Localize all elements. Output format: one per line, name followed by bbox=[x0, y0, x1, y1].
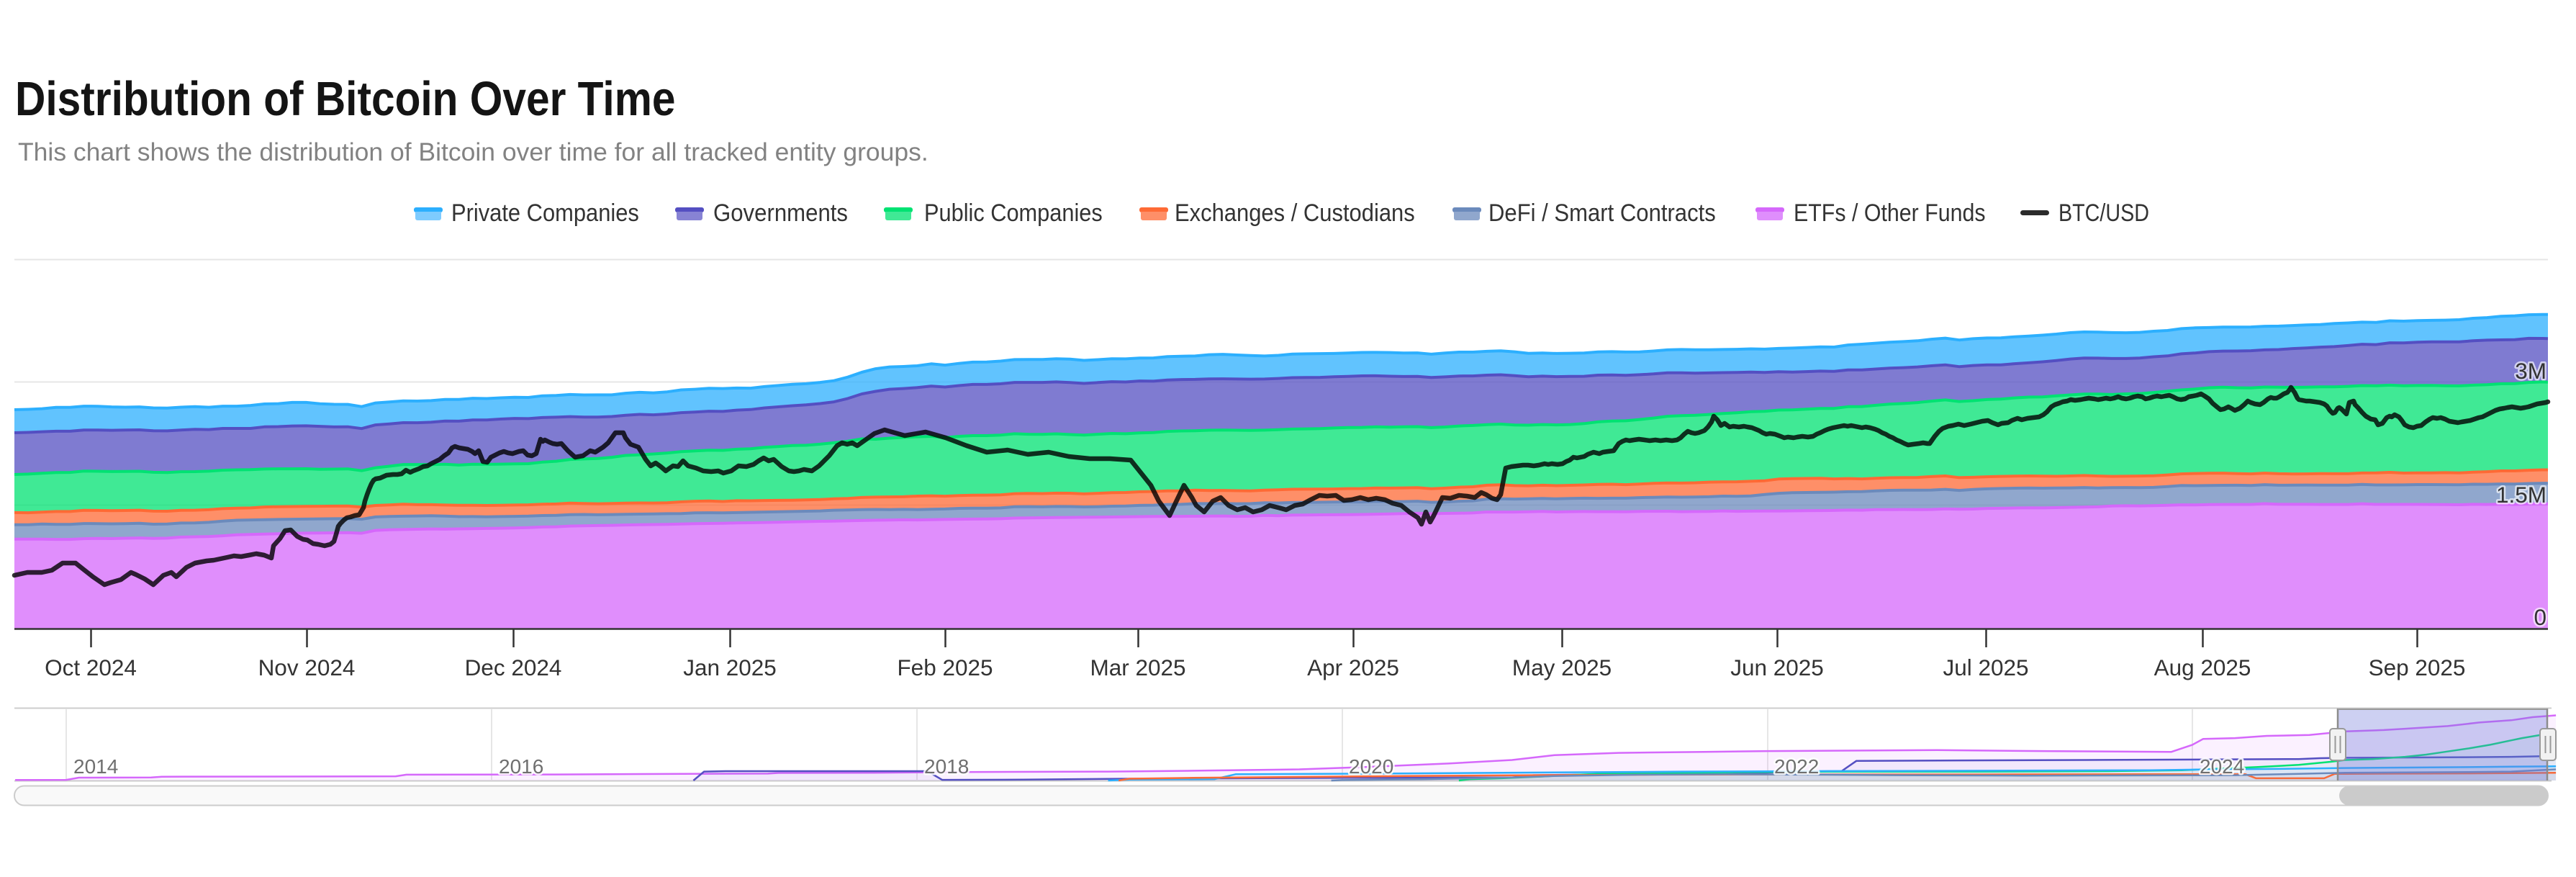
svg-text:Feb 2025: Feb 2025 bbox=[897, 655, 993, 680]
svg-text:0: 0 bbox=[2534, 604, 2546, 630]
svg-text:Jan 2025: Jan 2025 bbox=[683, 655, 777, 680]
svg-text:2014: 2014 bbox=[73, 755, 118, 778]
svg-text:May 2025: May 2025 bbox=[1512, 655, 1612, 680]
svg-text:Jun 2025: Jun 2025 bbox=[1730, 655, 1824, 680]
svg-text:Nov 2024: Nov 2024 bbox=[258, 655, 356, 680]
svg-text:1.5M: 1.5M bbox=[2496, 482, 2546, 508]
svg-text:2024: 2024 bbox=[2200, 755, 2244, 778]
svg-text:Apr 2025: Apr 2025 bbox=[1307, 655, 1399, 680]
svg-text:2022: 2022 bbox=[1774, 755, 1819, 778]
svg-text:2020: 2020 bbox=[1349, 755, 1393, 778]
svg-text:Jul 2025: Jul 2025 bbox=[1943, 655, 2028, 680]
svg-text:Oct 2024: Oct 2024 bbox=[45, 655, 137, 680]
svg-text:Dec 2024: Dec 2024 bbox=[465, 655, 562, 680]
svg-text:3M: 3M bbox=[2515, 358, 2546, 384]
svg-text:2018: 2018 bbox=[924, 755, 969, 778]
svg-text:Sep 2025: Sep 2025 bbox=[2369, 655, 2466, 680]
svg-text:Aug 2025: Aug 2025 bbox=[2154, 655, 2251, 680]
svg-text:Mar 2025: Mar 2025 bbox=[1090, 655, 1185, 680]
svg-text:2016: 2016 bbox=[499, 755, 543, 778]
